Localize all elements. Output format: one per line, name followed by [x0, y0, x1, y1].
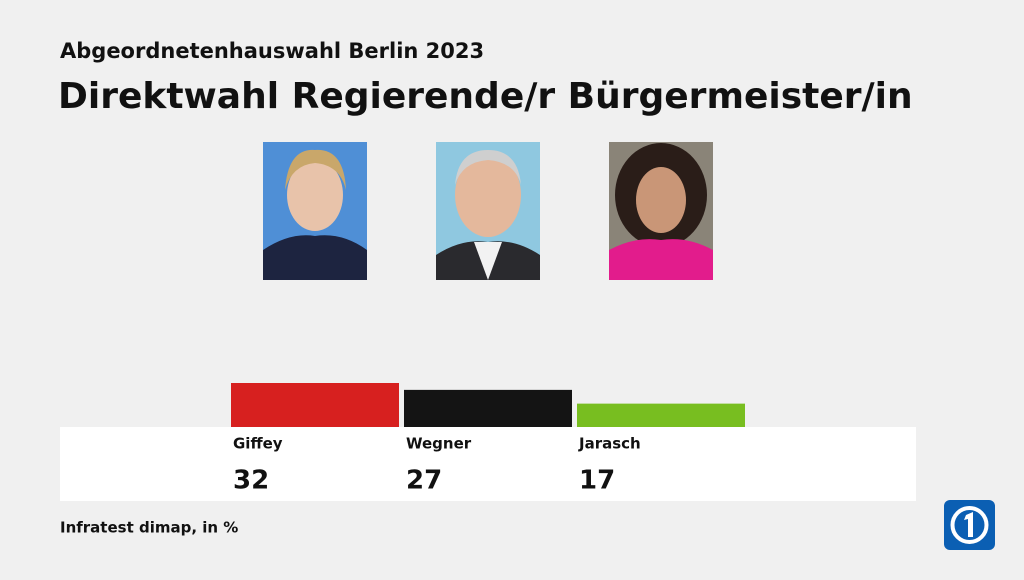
category-label: Giffey	[233, 435, 283, 453]
bar	[404, 389, 572, 427]
portrait	[263, 142, 367, 280]
chart-title: Direktwahl Regierende/r Bürgermeister/in	[58, 76, 913, 117]
logo	[944, 500, 995, 550]
category-label: Jarasch	[578, 435, 641, 453]
category-label: Wegner	[406, 435, 472, 453]
portrait	[609, 142, 713, 280]
portrait	[436, 142, 540, 280]
bar	[231, 383, 399, 427]
bar	[577, 403, 745, 427]
label-panel	[60, 427, 916, 501]
value-label: 32	[233, 466, 269, 496]
value-label: 27	[406, 466, 442, 496]
chart-subtitle: Abgeordnetenhauswahl Berlin 2023	[60, 39, 484, 63]
source-note: Infratest dimap, in %	[60, 519, 238, 537]
value-label: 17	[579, 466, 615, 496]
